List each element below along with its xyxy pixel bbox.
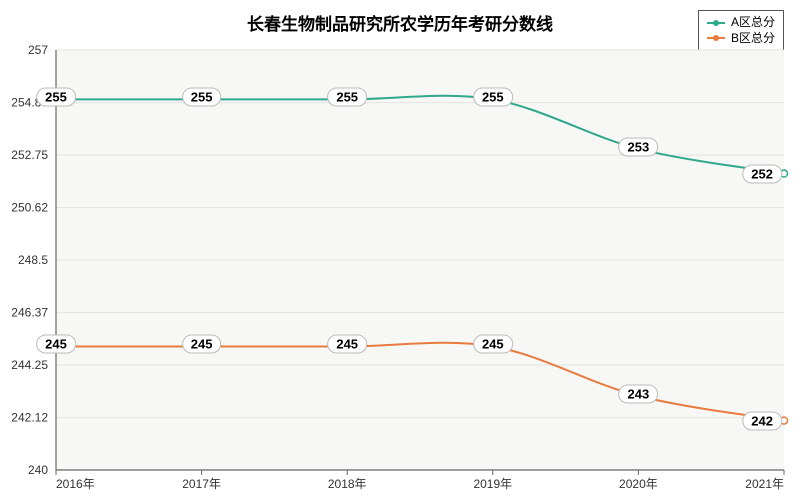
plot-area: 240242.12244.25246.37248.5250.62252.7525… xyxy=(56,50,784,470)
chart-container: 长春生物制品研究所农学历年考研分数线 A区总分 B区总分 240242.1224… xyxy=(0,0,800,500)
svg-text:2020年: 2020年 xyxy=(619,477,658,491)
axes-svg: 240242.12244.25246.37248.5250.62252.7525… xyxy=(56,50,784,500)
legend-item-a: A区总分 xyxy=(707,15,775,31)
svg-text:252.75: 252.75 xyxy=(11,148,48,162)
legend-label-a: A区总分 xyxy=(731,15,775,31)
legend-swatch-a xyxy=(707,22,725,24)
legend: A区总分 B区总分 xyxy=(698,10,784,51)
svg-text:248.5: 248.5 xyxy=(18,253,48,267)
data-label: 255 xyxy=(36,88,76,107)
svg-text:2021年: 2021年 xyxy=(745,477,784,491)
data-label: 255 xyxy=(182,88,222,107)
svg-text:2018年: 2018年 xyxy=(328,477,367,491)
svg-text:2019年: 2019年 xyxy=(473,477,512,491)
legend-label-b: B区总分 xyxy=(731,31,775,47)
data-label: 255 xyxy=(327,88,367,107)
legend-swatch-b xyxy=(707,37,725,39)
svg-text:2016年: 2016年 xyxy=(56,477,95,491)
data-label: 252 xyxy=(742,164,782,183)
data-label: 253 xyxy=(619,137,659,156)
svg-text:242.12: 242.12 xyxy=(11,411,48,425)
data-label: 245 xyxy=(327,335,367,354)
svg-text:250.62: 250.62 xyxy=(11,201,48,215)
data-label: 245 xyxy=(36,335,76,354)
data-label: 255 xyxy=(473,88,513,107)
chart-title: 长春生物制品研究所农学历年考研分数线 xyxy=(0,10,800,35)
legend-item-b: B区总分 xyxy=(707,31,775,47)
svg-text:246.37: 246.37 xyxy=(11,306,48,320)
data-label: 245 xyxy=(182,335,222,354)
data-label: 242 xyxy=(742,411,782,430)
data-label: 245 xyxy=(473,335,513,354)
svg-text:240: 240 xyxy=(28,463,48,477)
svg-text:2017年: 2017年 xyxy=(182,477,221,491)
svg-text:244.25: 244.25 xyxy=(11,358,48,372)
svg-text:257: 257 xyxy=(28,43,48,57)
data-label: 243 xyxy=(619,384,659,403)
